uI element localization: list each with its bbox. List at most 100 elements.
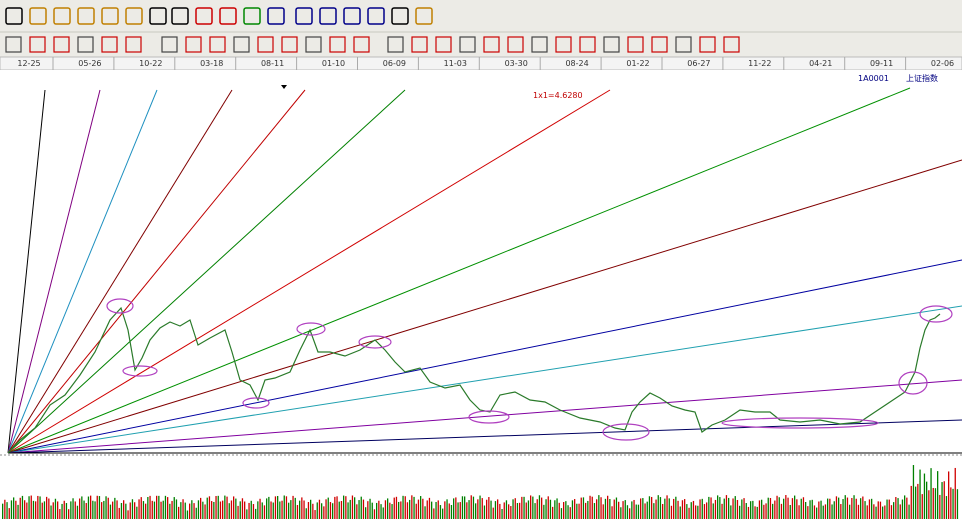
volume-bar <box>620 507 622 519</box>
tool-button[interactable] <box>5 7 23 25</box>
volume-bar <box>448 503 450 519</box>
tool-button[interactable] <box>53 7 71 25</box>
tool-button[interactable] <box>579 36 596 53</box>
tool-button[interactable] <box>219 7 237 25</box>
tool-button[interactable] <box>387 36 404 53</box>
date-label: 01-22 <box>626 59 649 68</box>
tool-button[interactable] <box>507 36 524 53</box>
tool-button[interactable] <box>343 7 361 25</box>
tool-button[interactable] <box>651 36 668 53</box>
tool-button[interactable] <box>305 36 322 53</box>
price-pane <box>0 70 962 455</box>
volume-bar <box>646 501 648 519</box>
volume-bar <box>589 495 591 519</box>
tool-button[interactable] <box>391 7 409 25</box>
volume-bar <box>644 503 646 519</box>
date-label: 06-27 <box>687 59 710 68</box>
tool-button[interactable] <box>627 36 644 53</box>
volume-bar <box>901 499 904 519</box>
fan-line <box>7 89 46 454</box>
volume-bar <box>158 495 160 519</box>
tool-button[interactable] <box>415 7 433 25</box>
tool-button[interactable] <box>319 7 337 25</box>
tool-button[interactable] <box>185 36 202 53</box>
volume-bar <box>65 503 68 519</box>
volume-bar <box>838 497 840 519</box>
tool-button[interactable] <box>281 36 298 53</box>
volume-bar <box>868 499 871 519</box>
volume-bar <box>19 497 21 519</box>
tool-button[interactable] <box>531 36 548 53</box>
volume-bar <box>402 495 404 519</box>
tool-button[interactable] <box>675 36 692 53</box>
tool-button[interactable] <box>233 36 250 53</box>
volume-bar <box>413 496 415 519</box>
tool-button[interactable] <box>53 36 70 53</box>
fan-line <box>7 259 962 454</box>
volume-bar <box>593 503 596 519</box>
volume-bar <box>362 499 365 519</box>
volume-bar <box>655 499 657 519</box>
fan-line <box>7 89 406 454</box>
volume-bar <box>728 497 730 519</box>
volume-bar <box>380 504 382 519</box>
tool-button[interactable] <box>723 36 740 53</box>
volume-bar <box>954 467 956 519</box>
tool-button[interactable] <box>459 36 476 53</box>
tool-button[interactable] <box>555 36 572 53</box>
tool-button[interactable] <box>295 7 313 25</box>
tool-button[interactable] <box>411 36 428 53</box>
tool-button[interactable] <box>5 36 22 53</box>
tool-button[interactable] <box>257 36 274 53</box>
volume-bar <box>120 503 123 519</box>
tool-button[interactable] <box>149 7 167 25</box>
tool-button[interactable] <box>195 7 213 25</box>
volume-bar <box>250 500 252 519</box>
tool-button[interactable] <box>435 36 452 53</box>
volume-bar <box>395 496 398 519</box>
volume-bar <box>626 505 629 519</box>
volume-bar <box>351 495 354 519</box>
volume-bar <box>673 498 675 519</box>
volume-bar <box>270 501 272 519</box>
volume-bar <box>688 507 690 519</box>
date-label: 11-22 <box>748 59 771 68</box>
tool-button[interactable] <box>101 36 118 53</box>
volume-bar <box>684 499 686 519</box>
tool-button[interactable] <box>243 7 261 25</box>
volume-bar <box>488 497 490 519</box>
date-label: 09-11 <box>870 59 893 68</box>
tool-button[interactable] <box>125 36 142 53</box>
volume-bar <box>145 503 147 519</box>
volume-bar <box>68 509 70 519</box>
volume-bar <box>560 508 563 519</box>
volume-bar <box>127 510 129 519</box>
tool-button[interactable] <box>29 7 47 25</box>
tool-button[interactable] <box>267 7 285 25</box>
volume-bar <box>197 500 200 519</box>
volume-bar <box>541 497 543 519</box>
tool-button[interactable] <box>77 36 94 53</box>
tool-button[interactable] <box>603 36 620 53</box>
tool-button[interactable] <box>29 36 46 53</box>
volume-bar <box>206 497 208 519</box>
date-label: 02-06 <box>931 59 954 68</box>
volume-bar <box>404 496 406 519</box>
volume-bar <box>90 495 92 519</box>
volume-bar <box>596 499 598 519</box>
volume-bar <box>182 499 184 519</box>
tool-button[interactable] <box>367 7 385 25</box>
tool-button[interactable] <box>77 7 95 25</box>
tool-button[interactable] <box>483 36 500 53</box>
tool-button[interactable] <box>101 7 119 25</box>
tool-button[interactable] <box>209 36 226 53</box>
tool-button[interactable] <box>171 7 189 25</box>
tool-button[interactable] <box>161 36 178 53</box>
tool-button[interactable] <box>329 36 346 53</box>
tool-button[interactable] <box>353 36 370 53</box>
volume-bar <box>545 499 547 519</box>
tool-button[interactable] <box>125 7 143 25</box>
volume-bar <box>866 505 868 519</box>
volume-bar <box>822 505 824 519</box>
tool-button[interactable] <box>699 36 716 53</box>
